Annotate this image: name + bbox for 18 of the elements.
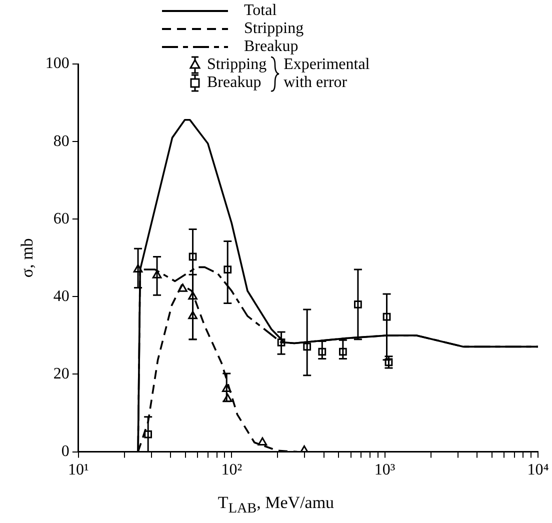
y-tick-label: 80 — [53, 132, 70, 150]
legend-label: Breakup — [207, 74, 262, 92]
x-tick-label: 10² — [221, 462, 242, 479]
legend-label: Stripping — [207, 56, 267, 74]
y-axis-title: σ, mb — [18, 238, 37, 278]
x-tick-label: 10³ — [374, 462, 396, 479]
y-tick-label: 20 — [53, 365, 70, 382]
x-tick-label: 10¹ — [68, 462, 89, 479]
legend-label: Total — [244, 2, 277, 20]
legend-label: Breakup — [244, 38, 298, 56]
x-axis-title: T$_{LAB}$, MeV/amu — [216, 492, 336, 517]
y-tick-label: 40 — [53, 288, 70, 305]
legend-label: Stripping — [244, 20, 304, 38]
y-tick-label: 100 — [45, 55, 70, 72]
annotation: Experimental with error — [284, 56, 371, 92]
y-tick-label: 0 — [61, 443, 70, 460]
y-tick-label: 60 — [53, 210, 70, 228]
x-tick-label: 10⁴ — [527, 462, 550, 479]
